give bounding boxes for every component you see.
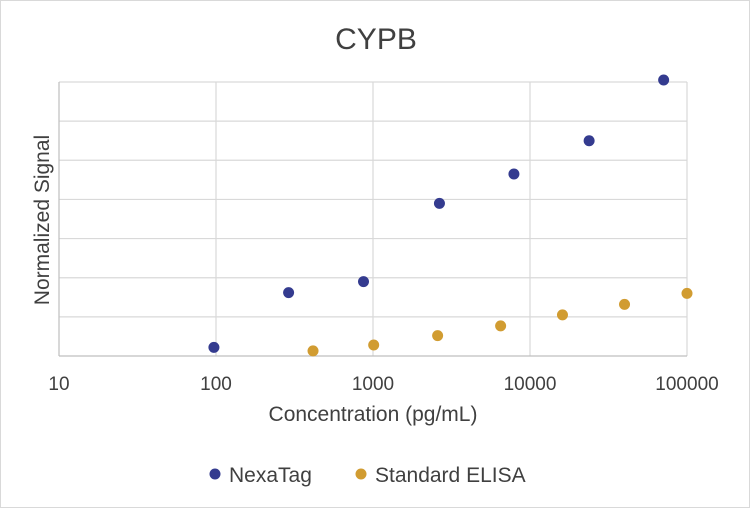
x-tick-label: 10 — [48, 374, 69, 395]
point-nexatag — [508, 168, 520, 180]
point-nexatag — [358, 276, 370, 288]
vertical-gridlines — [215, 82, 688, 356]
legend-label-standard-elisa: Standard ELISA — [375, 464, 526, 487]
x-tick-label: 1000 — [352, 374, 394, 395]
point-standard-elisa — [681, 287, 693, 299]
point-standard-elisa — [495, 320, 507, 332]
legend-label-nexatag: NexaTag — [229, 464, 312, 487]
x-tick-label: 100000 — [655, 374, 718, 395]
point-standard-elisa — [307, 345, 319, 357]
point-nexatag — [283, 287, 295, 299]
legend-marker-standard-elisa — [355, 468, 367, 480]
x-axis-title: Concentration (pg/mL) — [269, 403, 478, 426]
point-standard-elisa — [368, 339, 380, 351]
x-tick-label: 10000 — [504, 374, 557, 395]
axes — [58, 82, 687, 357]
point-nexatag — [658, 74, 670, 86]
point-nexatag — [583, 135, 595, 147]
point-standard-elisa — [556, 309, 568, 321]
point-nexatag — [208, 341, 220, 353]
point-standard-elisa — [432, 330, 444, 342]
y-axis-title: Normalized Signal — [31, 135, 54, 305]
x-tick-label: 100 — [200, 374, 232, 395]
chart-title: CYPB — [335, 23, 417, 56]
legend: NexaTag Standard ELISA — [209, 464, 526, 487]
x-tick-labels: 10 100 1000 10000 100000 — [48, 374, 718, 395]
point-standard-elisa — [619, 298, 631, 310]
legend-marker-nexatag — [209, 468, 221, 480]
data-points — [208, 74, 693, 357]
point-nexatag — [433, 197, 445, 209]
